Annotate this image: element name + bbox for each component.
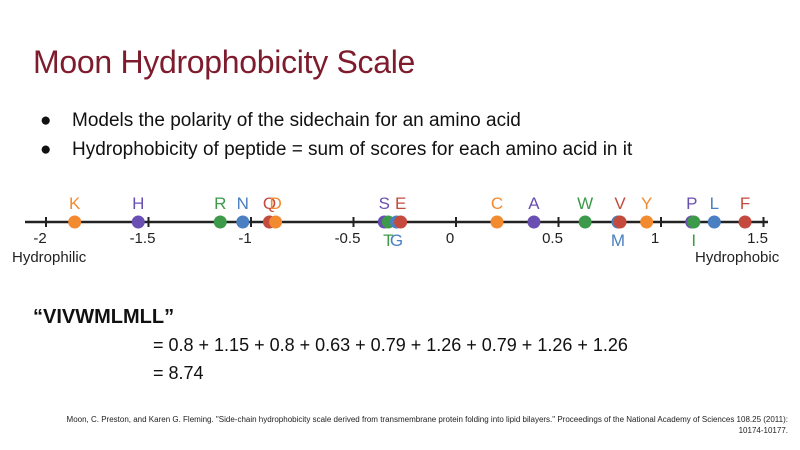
- amino-acid-point: [707, 215, 721, 229]
- amino-acid-label: I: [691, 231, 696, 250]
- amino-acid-point: [394, 215, 408, 229]
- amino-acid-label: E: [395, 194, 406, 213]
- amino-acid-point: [269, 215, 283, 229]
- amino-acid-label: F: [740, 194, 750, 213]
- axis-tick-label: 1: [651, 230, 659, 247]
- amino-acid-point: [578, 215, 592, 229]
- calculation-result: = 8.74: [153, 363, 204, 383]
- amino-acid-point: [490, 215, 504, 229]
- bullet-item: ● Hydrophobicity of peptide = sum of scor…: [40, 139, 632, 161]
- bullet-item: ● Models the polarity of the sidechain fo…: [40, 110, 521, 132]
- bullet-dot-icon: ●: [40, 110, 52, 131]
- amino-acid-label: K: [69, 194, 81, 213]
- amino-acid-label: H: [132, 194, 144, 213]
- amino-acid-label: S: [379, 194, 390, 213]
- amino-acid-label: A: [528, 194, 540, 213]
- amino-acid-point: [213, 215, 227, 229]
- axis-tick-label: 0.5: [542, 230, 563, 247]
- amino-acid-label: R: [214, 194, 226, 213]
- axis-tick-label: -1: [238, 230, 251, 247]
- amino-acid-label: V: [614, 194, 626, 213]
- citation-line: Moon, C. Preston, and Karen G. Fleming. …: [66, 415, 788, 424]
- amino-acid-label: D: [269, 194, 281, 213]
- hydrophobic-label: Hydrophobic: [695, 249, 780, 266]
- amino-acid-label: G: [390, 231, 403, 250]
- amino-acid-point: [687, 215, 701, 229]
- amino-acid-point: [613, 215, 627, 229]
- amino-acid-point: [236, 215, 250, 229]
- amino-acid-label: N: [237, 194, 249, 213]
- axis-tick-label: 0: [446, 230, 454, 247]
- calculation-sum: = 0.8 + 1.15 + 0.8 + 0.63 + 0.79 + 1.26 …: [153, 335, 628, 355]
- axis-tick-label: -2: [33, 230, 46, 247]
- bullet-text: Hydrophobicity of peptide = sum of score…: [72, 139, 633, 160]
- amino-acid-label: P: [686, 194, 697, 213]
- bullet-dot-icon: ●: [40, 139, 52, 160]
- amino-acid-point: [131, 215, 145, 229]
- axis-tick-label: 1.5: [747, 230, 768, 247]
- citation: Moon, C. Preston, and Karen G. Fleming. …: [12, 414, 788, 436]
- amino-acid-label: M: [611, 231, 625, 250]
- amino-acid-label: Q: [263, 194, 276, 213]
- amino-acid-label: C: [491, 194, 503, 213]
- amino-acid-label: Y: [641, 194, 652, 213]
- slide-title: Moon Hydrophobicity Scale: [33, 44, 416, 80]
- bullet-text: Models the polarity of the sidechain for…: [72, 110, 521, 131]
- amino-acid-label: L: [710, 194, 719, 213]
- hydrophilic-label: Hydrophilic: [12, 249, 87, 266]
- amino-acid-point: [527, 215, 541, 229]
- axis-tick-label: -0.5: [335, 230, 361, 247]
- axis-tick-label: -1.5: [130, 230, 156, 247]
- amino-acid-label: W: [577, 194, 593, 213]
- amino-acid-label: T: [383, 231, 393, 250]
- amino-acid-point: [640, 215, 654, 229]
- citation-line: 10174-10177.: [738, 426, 788, 435]
- amino-acid-point: [68, 215, 82, 229]
- example-sequence: “VIVWMLMLL”: [33, 306, 175, 328]
- amino-acid-point: [738, 215, 752, 229]
